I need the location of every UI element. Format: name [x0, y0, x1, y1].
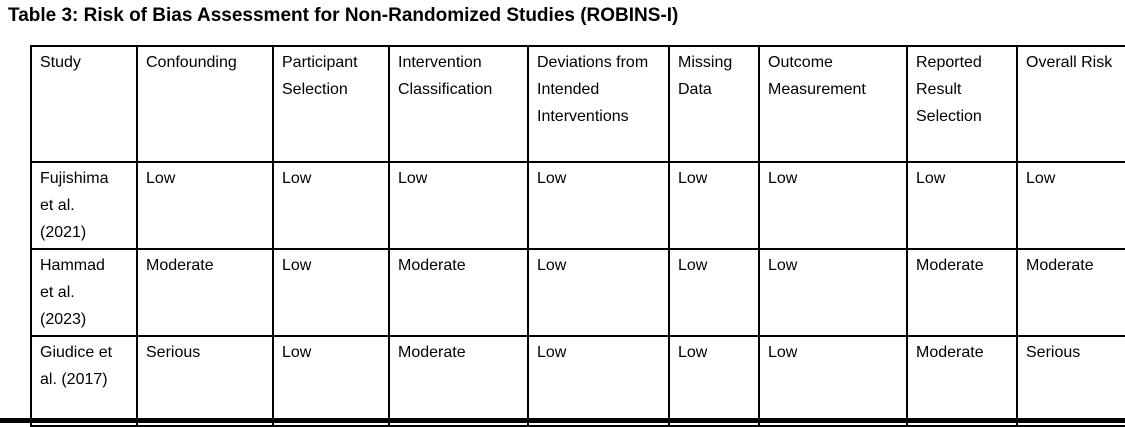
table-cell: Low [668, 335, 760, 427]
table-cell: Moderate [388, 335, 529, 427]
table-cell: Low [758, 335, 908, 427]
table-cell: Low [272, 161, 390, 250]
table-cell: Moderate [906, 335, 1018, 427]
table-cell: Low [758, 161, 908, 250]
table-cell: Serious [1016, 335, 1125, 427]
table-cell: Low [272, 248, 390, 337]
table-cell: Serious [136, 335, 274, 427]
study-cell: Hammad et al. (2023) [30, 248, 138, 337]
table-title: Table 3: Risk of Bias Assessment for Non… [8, 5, 679, 26]
table-cell: Low [758, 248, 908, 337]
risk-of-bias-table: Study Confounding Participant Selection … [30, 45, 1125, 427]
column-header-overall-risk: Overall Risk [1016, 45, 1125, 163]
table-cell: Low [668, 161, 760, 250]
table-row-hammad: Hammad et al. (2023) Moderate Low Modera… [30, 248, 1125, 337]
table-cell: Moderate [388, 248, 529, 337]
table-row-fujishima: Fujishima et al. (2021) Low Low Low Low … [30, 161, 1125, 250]
column-header-outcome-measurement: Outcome Measurement [758, 45, 908, 163]
table-cell: Moderate [136, 248, 274, 337]
table-cell: Moderate [906, 248, 1018, 337]
study-cell: Giudice et al. (2017) [30, 335, 138, 427]
column-header-missing-data: Missing Data [668, 45, 760, 163]
table-cell: Moderate [1016, 248, 1125, 337]
table-cell: Low [527, 248, 670, 337]
table-cell: Low [136, 161, 274, 250]
column-header-reported-result-selection: Reported Result Selection [906, 45, 1018, 163]
table-cell: Low [527, 161, 670, 250]
table-cell: Low [668, 248, 760, 337]
table-cell: Low [272, 335, 390, 427]
column-header-intervention-classification: Intervention Classification [388, 45, 529, 163]
table-cell: Low [906, 161, 1018, 250]
header-row: Study Confounding Participant Selection … [30, 45, 1125, 163]
column-header-participant-selection: Participant Selection [272, 45, 390, 163]
column-header-deviations: Deviations from Intended Interventions [527, 45, 670, 163]
table-cell: Low [388, 161, 529, 250]
table-cell: Low [527, 335, 670, 427]
bottom-edge-line [0, 418, 1125, 423]
column-header-confounding: Confounding [136, 45, 274, 163]
table-row-giudice: Giudice et al. (2017) Serious Low Modera… [30, 335, 1125, 427]
study-cell: Fujishima et al. (2021) [30, 161, 138, 250]
table-cell: Low [1016, 161, 1125, 250]
column-header-study: Study [30, 45, 138, 163]
